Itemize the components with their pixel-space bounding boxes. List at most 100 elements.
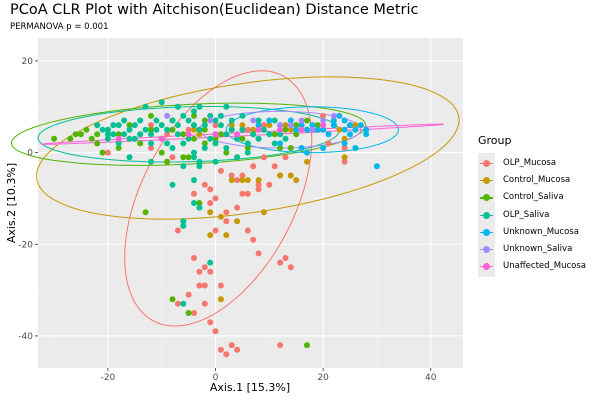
x-axis-label: Axis.1 [15.3%] — [210, 381, 290, 394]
point-olp-saliva — [121, 117, 128, 124]
point-olp-mucosa — [207, 186, 214, 193]
point-control-saliva — [142, 209, 149, 216]
point-control-saliva — [277, 145, 284, 151]
point-olp-saliva — [94, 122, 101, 129]
point-olp-saliva — [244, 149, 251, 156]
point-olp-mucosa — [212, 227, 219, 234]
point-olp-mucosa — [234, 346, 241, 353]
legend-key-icon — [478, 241, 495, 258]
legend-item: Control_Mucosa — [478, 172, 570, 189]
point-olp-mucosa — [239, 190, 246, 197]
legend-label: Control_Saliva — [503, 192, 564, 203]
point-control-saliva — [148, 126, 154, 133]
point-olp-mucosa — [255, 181, 262, 188]
point-olp-saliva — [207, 259, 214, 266]
point-control-saliva — [115, 131, 122, 138]
point-olp-saliva — [196, 158, 203, 165]
point-olp-mucosa — [169, 154, 176, 161]
point-control-mucosa — [304, 158, 310, 165]
point-olp-mucosa — [191, 190, 197, 197]
point-olp-saliva — [260, 126, 267, 133]
point-control-mucosa — [244, 177, 251, 184]
point-olp-mucosa — [260, 154, 267, 161]
point-control-saliva — [196, 200, 203, 206]
point-olp-saliva — [115, 122, 122, 129]
point-olp-mucosa — [255, 186, 262, 193]
point-olp-mucosa — [271, 163, 278, 170]
point-unknown-mucosa — [363, 126, 370, 133]
point-olp-saliva — [180, 222, 187, 229]
point-control-saliva — [148, 112, 154, 119]
point-olp-saliva — [266, 131, 273, 138]
point-olp-saliva — [180, 300, 187, 307]
point-control-mucosa — [239, 122, 246, 129]
point-control-saliva — [201, 117, 208, 124]
point-control-mucosa — [287, 126, 294, 133]
point-unknown-mucosa — [277, 140, 284, 147]
point-olp-saliva — [153, 117, 160, 124]
point-olp-saliva — [191, 177, 197, 184]
point-olp-saliva — [137, 117, 144, 124]
point-olp-mucosa — [212, 195, 219, 202]
point-olp-saliva — [164, 126, 171, 133]
point-olp-saliva — [131, 135, 138, 142]
point-control-saliva — [191, 112, 197, 119]
point-olp-saliva — [196, 204, 203, 211]
point-control-saliva — [191, 135, 197, 142]
point-unknown-saliva — [250, 117, 257, 124]
point-control-saliva — [180, 131, 187, 138]
point-unknown-mucosa — [304, 149, 310, 156]
point-olp-saliva — [191, 149, 197, 156]
point-olp-mucosa — [196, 282, 203, 289]
point-olp-saliva — [282, 135, 289, 142]
point-olp-mucosa — [223, 209, 230, 216]
legend-key-icon — [478, 189, 495, 206]
point-control-mucosa — [217, 213, 224, 220]
point-control-saliva — [304, 117, 310, 124]
point-olp-saliva — [104, 131, 111, 138]
point-unknown-mucosa — [373, 163, 380, 170]
point-olp-saliva — [207, 112, 214, 119]
point-control-saliva — [304, 342, 310, 349]
point-olp-mucosa — [207, 268, 214, 275]
point-olp-saliva — [169, 145, 176, 151]
point-unaffected-mucosa — [320, 122, 327, 129]
point-olp-saliva — [223, 145, 230, 151]
point-olp-mucosa — [201, 300, 208, 307]
point-control-mucosa — [239, 177, 246, 184]
point-olp-saliva — [212, 140, 219, 147]
point-olp-mucosa — [201, 282, 208, 289]
point-olp-saliva — [121, 131, 128, 138]
point-control-mucosa — [282, 122, 289, 129]
point-olp-saliva — [142, 126, 149, 133]
point-unknown-mucosa — [330, 122, 337, 129]
point-control-mucosa — [336, 126, 343, 133]
point-olp-mucosa — [207, 200, 214, 206]
point-olp-mucosa — [244, 190, 251, 197]
legend-key-icon — [478, 172, 495, 189]
point-olp-saliva — [201, 122, 208, 129]
point-unknown-mucosa — [352, 145, 359, 151]
point-control-saliva — [164, 158, 171, 165]
point-olp-saliva — [228, 117, 235, 124]
legend-item: OLP_Saliva — [478, 207, 549, 224]
point-olp-saliva — [164, 140, 171, 147]
point-olp-mucosa — [148, 122, 154, 129]
point-control-saliva — [169, 296, 176, 303]
point-olp-saliva — [217, 122, 224, 129]
point-unknown-mucosa — [298, 122, 305, 129]
point-control-saliva — [244, 145, 251, 151]
point-olp-mucosa — [234, 177, 241, 184]
point-unknown-mucosa — [363, 131, 370, 138]
point-olp-saliva — [277, 131, 284, 138]
point-olp-saliva — [158, 122, 165, 129]
point-unaffected-mucosa — [115, 135, 122, 142]
point-olp-mucosa — [174, 300, 181, 307]
point-olp-mucosa — [239, 172, 246, 179]
point-olp-saliva — [99, 126, 106, 133]
point-control-mucosa — [266, 122, 273, 129]
point-unknown-mucosa — [293, 126, 300, 133]
point-unknown-saliva — [320, 117, 327, 124]
point-control-saliva — [293, 122, 300, 129]
